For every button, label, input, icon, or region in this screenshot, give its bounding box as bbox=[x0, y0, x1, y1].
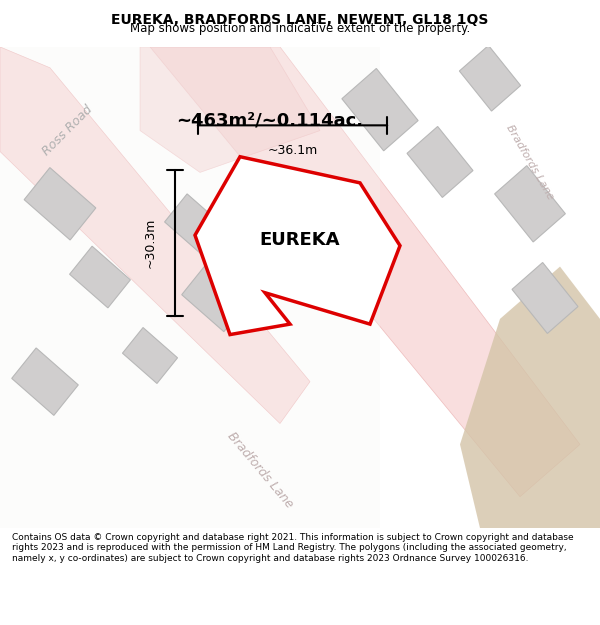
Polygon shape bbox=[460, 46, 521, 111]
Text: ~463m²/~0.114ac.: ~463m²/~0.114ac. bbox=[176, 111, 364, 129]
Text: Contains OS data © Crown copyright and database right 2021. This information is : Contains OS data © Crown copyright and d… bbox=[12, 533, 574, 562]
Polygon shape bbox=[407, 126, 473, 198]
Polygon shape bbox=[122, 328, 178, 384]
Polygon shape bbox=[150, 47, 580, 497]
Polygon shape bbox=[0, 47, 380, 528]
Text: Map shows position and indicative extent of the property.: Map shows position and indicative extent… bbox=[130, 22, 470, 35]
Text: EUREKA, BRADFORDS LANE, NEWENT, GL18 1QS: EUREKA, BRADFORDS LANE, NEWENT, GL18 1QS bbox=[112, 13, 488, 27]
Text: Bradfords Lane: Bradfords Lane bbox=[505, 122, 556, 201]
Polygon shape bbox=[182, 264, 248, 332]
Polygon shape bbox=[460, 267, 600, 528]
Text: ~30.3m: ~30.3m bbox=[144, 218, 157, 268]
Polygon shape bbox=[70, 246, 130, 308]
Polygon shape bbox=[512, 262, 578, 334]
Polygon shape bbox=[195, 157, 400, 334]
Polygon shape bbox=[140, 47, 320, 172]
Polygon shape bbox=[342, 69, 418, 151]
Text: EUREKA: EUREKA bbox=[260, 231, 340, 249]
Polygon shape bbox=[12, 348, 78, 416]
Text: ~36.1m: ~36.1m bbox=[268, 144, 317, 157]
Polygon shape bbox=[24, 168, 96, 240]
Polygon shape bbox=[164, 194, 226, 256]
Text: Ross Road: Ross Road bbox=[40, 103, 95, 158]
Polygon shape bbox=[494, 166, 565, 242]
Polygon shape bbox=[0, 47, 310, 424]
Text: Bradfords Lane: Bradfords Lane bbox=[224, 430, 296, 511]
